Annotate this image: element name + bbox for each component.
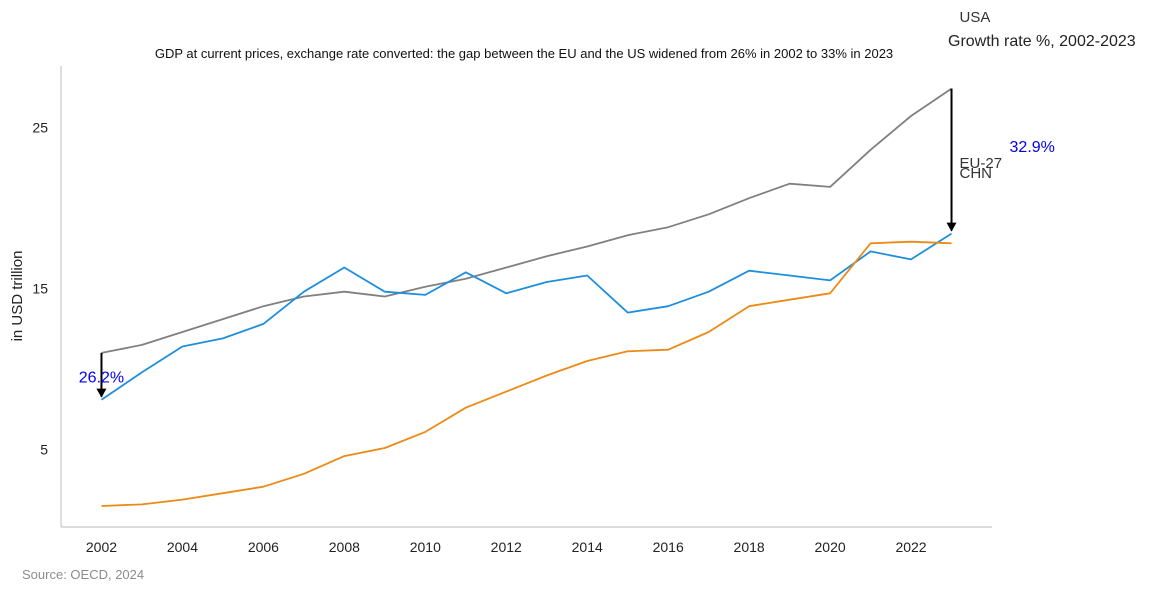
x-tick-label: 2002 (86, 539, 117, 555)
y-tick-label: 5 (40, 442, 48, 458)
series-line-eu-27 (100, 232, 952, 401)
y-tick-label: 15 (32, 280, 48, 296)
chart-subtitle: Growth rate %, 2002-2023 (948, 33, 1136, 50)
x-tick-label: 2016 (653, 539, 684, 555)
series-line-usa (101, 87, 953, 354)
series-label-usa: USA (960, 9, 991, 26)
source-note: Source: OECD, 2024 (22, 567, 144, 582)
series-label-chn: CHN (960, 165, 993, 182)
x-tick-label: 2020 (815, 539, 846, 555)
y-axis-label: in USD trillion (9, 251, 26, 342)
x-tick-label: 2012 (491, 539, 522, 555)
x-tick-label: 2018 (734, 539, 765, 555)
x-tick-label: 2022 (895, 539, 926, 555)
series-line-chn (101, 240, 952, 507)
series-label-eu-27: EU-27 (960, 155, 1003, 172)
gap-percent-label: 32.9% (1010, 139, 1055, 156)
x-tick-label: 2004 (167, 539, 198, 555)
x-tick-label: 2010 (410, 539, 441, 555)
x-tick-label: 2014 (572, 539, 603, 555)
gap-percent-label: 26.2% (79, 369, 124, 386)
tick-labels: 2002 2004 2006 2008 2010 2012 2014 2016 2018 2020… (32, 119, 926, 555)
y-tick-label: 25 (32, 119, 48, 135)
series-lines (100, 87, 953, 507)
gap-annotations: 26.2% 32.9% (79, 88, 1055, 398)
chart-title: GDP at current prices, exchange rate con… (155, 46, 893, 61)
x-tick-label: 2006 (248, 539, 279, 555)
x-tick-label: 2008 (329, 539, 360, 555)
